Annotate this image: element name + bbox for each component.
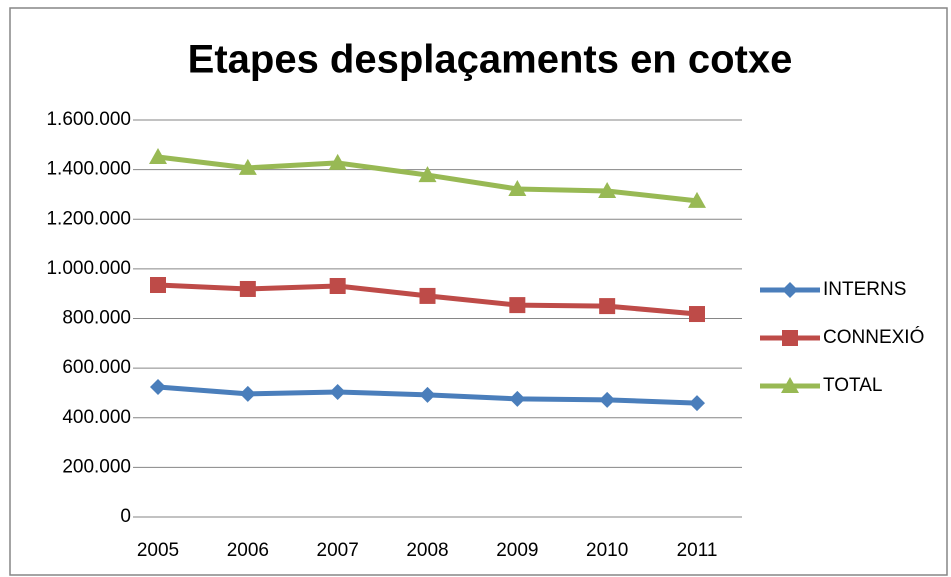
chart-title: Etapes desplaçaments en cotxe [188,38,793,82]
marker [419,386,436,403]
y-tick-label: 1.400.000 [46,159,131,180]
marker [508,179,527,196]
marker [688,191,706,208]
x-tick-label: 2007 [317,540,359,561]
y-tick-label: 1.600.000 [46,109,131,130]
marker [509,390,526,407]
marker [781,377,799,393]
y-tick-label: 200.000 [62,456,131,477]
y-tick-label: 0 [120,506,131,527]
x-tick-label: 2011 [677,540,718,561]
marker [689,306,705,323]
marker [509,297,526,314]
y-tick-label: 800.000 [62,308,131,329]
x-tick-label: 2005 [137,540,179,561]
y-tick-label: 400.000 [62,407,131,428]
y-tick-label: 1.000.000 [46,258,131,279]
marker [418,166,437,183]
marker [239,385,256,402]
marker [329,383,346,400]
marker [782,282,798,298]
marker [150,277,166,294]
legend-label: INTERNS [823,279,906,300]
legend-label: TOTAL [823,375,882,396]
y-tick-label: 1.200.000 [46,208,131,229]
marker [599,391,616,408]
legend-label: CONNEXIÓ [823,326,924,348]
y-tick-label: 600.000 [62,357,131,378]
marker [328,153,347,170]
marker [239,280,256,297]
marker [149,147,167,164]
marker [238,158,257,175]
marker [598,181,617,198]
marker [329,277,346,294]
marker [150,378,166,395]
marker [599,298,616,315]
x-tick-label: 2009 [496,540,538,561]
x-tick-label: 2008 [406,540,448,561]
x-tick-label: 2006 [227,540,269,561]
x-tick-label: 2010 [586,540,628,561]
marker [689,395,705,412]
marker [419,287,436,304]
marker [782,330,798,346]
